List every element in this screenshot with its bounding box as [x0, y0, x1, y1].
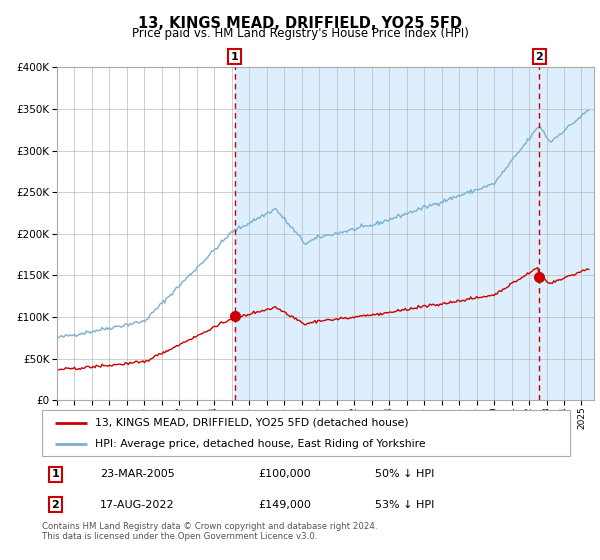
- Text: 53% ↓ HPI: 53% ↓ HPI: [374, 500, 434, 510]
- Text: 1: 1: [52, 469, 59, 479]
- Text: 17-AUG-2022: 17-AUG-2022: [100, 500, 175, 510]
- Text: Contains HM Land Registry data © Crown copyright and database right 2024.
This d: Contains HM Land Registry data © Crown c…: [42, 522, 377, 542]
- Text: 23-MAR-2005: 23-MAR-2005: [100, 469, 175, 479]
- Text: £100,000: £100,000: [259, 469, 311, 479]
- Text: 1: 1: [231, 52, 239, 62]
- FancyBboxPatch shape: [42, 410, 570, 456]
- Text: 2: 2: [52, 500, 59, 510]
- Text: 13, KINGS MEAD, DRIFFIELD, YO25 5FD (detached house): 13, KINGS MEAD, DRIFFIELD, YO25 5FD (det…: [95, 418, 409, 428]
- Text: HPI: Average price, detached house, East Riding of Yorkshire: HPI: Average price, detached house, East…: [95, 439, 425, 449]
- Text: 2: 2: [535, 52, 543, 62]
- Text: £149,000: £149,000: [259, 500, 311, 510]
- Bar: [235, 67, 594, 400]
- Text: 13, KINGS MEAD, DRIFFIELD, YO25 5FD: 13, KINGS MEAD, DRIFFIELD, YO25 5FD: [138, 16, 462, 31]
- Text: Price paid vs. HM Land Registry's House Price Index (HPI): Price paid vs. HM Land Registry's House …: [131, 27, 469, 40]
- Text: 50% ↓ HPI: 50% ↓ HPI: [374, 469, 434, 479]
